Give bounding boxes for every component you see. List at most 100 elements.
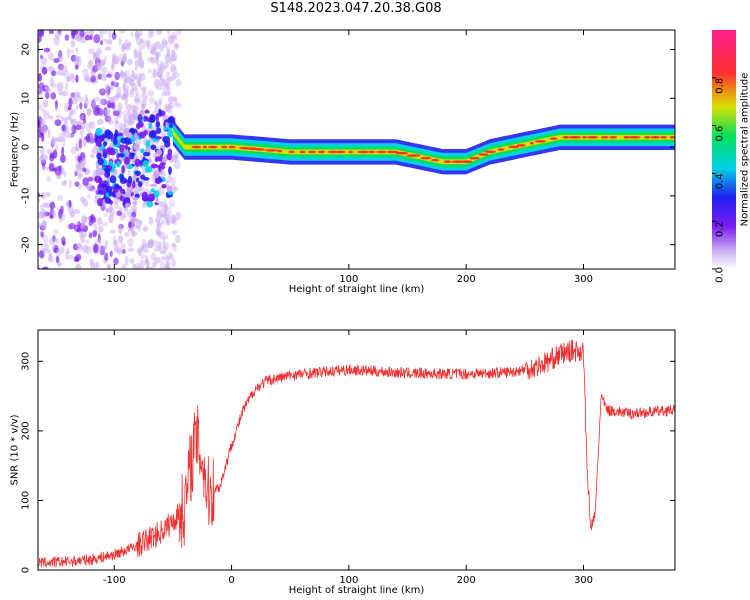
ridge-peak (478, 153, 489, 156)
noise-blob (96, 217, 103, 226)
noise-blob (156, 222, 163, 229)
cluster-blob (146, 200, 154, 208)
cluster-blob (132, 201, 137, 205)
cluster-blob (143, 151, 151, 157)
noise-blob (75, 47, 79, 53)
noise-blob (165, 262, 170, 269)
noise-blob (144, 95, 148, 101)
noise-blob (140, 253, 145, 259)
noise-blob (51, 242, 56, 252)
noise-blob (47, 52, 55, 61)
cluster-blob (142, 176, 150, 181)
noise-blob (130, 31, 134, 38)
noise-blob (127, 58, 133, 66)
noise-blob (152, 152, 157, 159)
ridge-peak (443, 160, 452, 163)
cluster-blob (167, 129, 174, 138)
noise-blob (120, 94, 126, 101)
noise-blob (93, 261, 99, 269)
ridge-peak (376, 150, 387, 154)
noise-blob (75, 105, 79, 110)
noise-blob (170, 177, 176, 187)
noise-blob (88, 30, 95, 35)
noise-blob (96, 118, 104, 125)
noise-blob (159, 74, 163, 81)
cluster-blob (95, 167, 103, 177)
noise-blob (84, 34, 91, 41)
noise-blob (38, 250, 45, 259)
noise-blob (115, 119, 120, 125)
noise-blob (150, 56, 156, 64)
cluster-blob (102, 148, 107, 154)
spec-ytick-label: -10 (21, 188, 32, 204)
noise-blob (143, 225, 149, 231)
noise-blob (106, 39, 113, 45)
noise-blob (114, 71, 120, 81)
spec-ytick-label: 10 (21, 92, 32, 105)
ridge-peak (348, 150, 354, 154)
noise-blob (75, 124, 82, 131)
noise-blob (150, 45, 157, 56)
noise-blob (68, 199, 72, 208)
ridge-peak (643, 136, 651, 139)
noise-blob (40, 57, 48, 66)
noise-blob (102, 38, 107, 43)
noise-blob (38, 30, 45, 37)
noise-blob (51, 70, 56, 77)
noise-blob (43, 47, 51, 53)
noise-blob (108, 214, 114, 224)
noise-blob (152, 261, 157, 268)
cluster-blob (114, 129, 119, 139)
noise-blob (147, 238, 155, 245)
noise-blob (87, 176, 94, 182)
noise-blob (95, 261, 100, 268)
noise-blob (70, 48, 75, 54)
ridge-peak (368, 150, 376, 154)
noise-blob (157, 232, 163, 237)
noise-blob (137, 247, 142, 257)
noise-blob (61, 90, 69, 97)
noise-blob (62, 138, 66, 147)
noise-blob (107, 154, 111, 160)
ridge-peak (228, 145, 236, 149)
noise-blob (58, 132, 66, 143)
noise-blob (79, 102, 83, 110)
noise-blob (159, 260, 166, 269)
noise-blob (136, 51, 143, 61)
spec-ytick-label: -20 (21, 236, 32, 252)
noise-blob (81, 244, 89, 253)
noise-blob (38, 222, 42, 228)
noise-blob (173, 186, 179, 192)
noise-blob (160, 92, 166, 97)
ridge-peak (245, 147, 259, 151)
noise-blob (175, 102, 182, 108)
noise-blob (170, 65, 178, 76)
noise-blob (167, 35, 175, 45)
noise-blob (110, 64, 115, 72)
cluster-blob (131, 134, 136, 143)
noise-blob (132, 87, 139, 93)
noise-blob (170, 49, 176, 57)
noise-blob (161, 220, 165, 225)
noise-blob (93, 96, 100, 102)
noise-blob (64, 34, 70, 41)
noise-blob (155, 225, 161, 236)
noise-blob (150, 47, 157, 56)
noise-blob (165, 220, 172, 226)
ridge-peak (207, 145, 218, 149)
noise-blob (40, 192, 46, 199)
noise-blob (133, 96, 140, 103)
noise-blob (137, 48, 143, 57)
snr-ylabel: SNR (10 * v/v) (10, 414, 21, 485)
noise-blob (152, 110, 156, 116)
noise-blob (56, 114, 62, 119)
noise-blob (97, 107, 104, 116)
noise-blob (139, 37, 144, 44)
noise-blob (117, 248, 122, 256)
noise-blob (68, 132, 75, 139)
ridge-peak (459, 160, 473, 163)
noise-blob (99, 40, 104, 46)
noise-blob (153, 245, 160, 252)
noise-blob (134, 98, 141, 106)
